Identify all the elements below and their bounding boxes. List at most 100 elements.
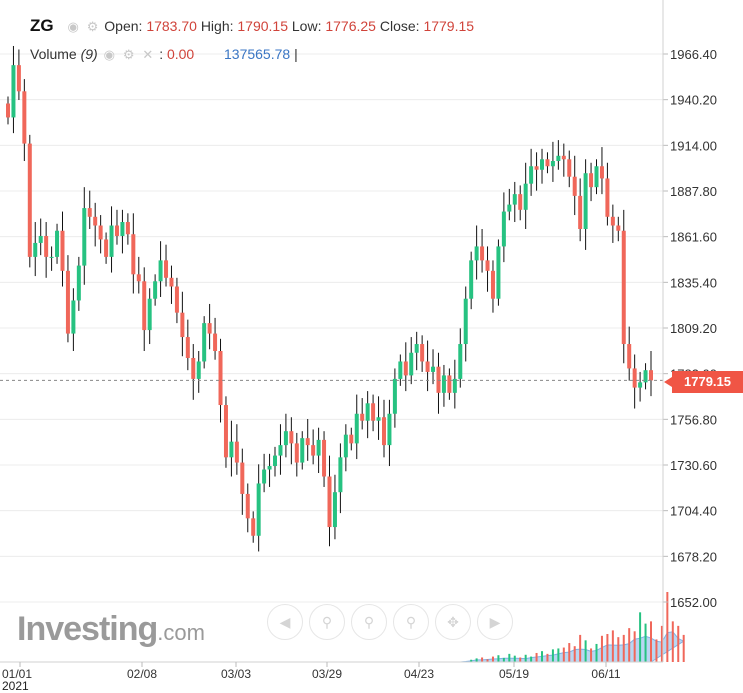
- candle-body-down: [327, 476, 332, 528]
- high-value: 1790.15: [237, 18, 288, 34]
- candle-body-down: [213, 333, 218, 352]
- auto-scale-icon[interactable]: ✥: [435, 604, 471, 640]
- candle-body-down: [207, 323, 212, 334]
- candle-body-down: [60, 230, 65, 271]
- volume-bar: [584, 640, 587, 662]
- zoom-in-icon[interactable]: ⚲: [309, 604, 345, 640]
- close-icon[interactable]: ✕: [142, 47, 154, 62]
- candle-body-up: [387, 413, 392, 446]
- candle-body-down: [174, 286, 179, 313]
- y-tick-label: 1704.40: [670, 504, 717, 519]
- candle-body-up: [76, 265, 81, 301]
- candle-body-up: [55, 230, 60, 257]
- scroll-right-icon[interactable]: ▶: [477, 604, 513, 640]
- year-label: 2021: [2, 679, 29, 693]
- candle-body-down: [16, 65, 21, 92]
- candle-body-down: [44, 235, 49, 257]
- volume-bar: [502, 657, 505, 662]
- candle-body-up: [496, 246, 501, 299]
- candle-body-down: [425, 361, 430, 372]
- volume-bar: [666, 592, 669, 662]
- candle-body-down: [545, 159, 550, 167]
- volume-bar: [644, 623, 647, 662]
- volume-bar: [682, 634, 685, 662]
- volume-bar: [568, 643, 571, 662]
- text-cursor: |: [294, 46, 298, 62]
- gear-icon[interactable]: ⚙: [86, 19, 99, 34]
- candle-body-down: [485, 260, 490, 271]
- candle-body-down: [616, 225, 621, 231]
- y-tick-label: 1887.80: [670, 184, 717, 199]
- last-price-tag: 1779.15: [664, 371, 743, 393]
- candle-body-down: [305, 438, 310, 446]
- volume-bar: [470, 659, 473, 662]
- candle-body-up: [583, 173, 588, 229]
- candle-body-down: [131, 234, 136, 275]
- candle-body-down: [251, 518, 256, 536]
- candle-body-up: [458, 344, 463, 379]
- volume-bar: [491, 656, 494, 662]
- candle-body-up: [392, 378, 397, 414]
- investing-logo: Investing.com: [17, 610, 205, 649]
- candle-body-up: [202, 323, 207, 362]
- candle-body-up: [594, 166, 599, 188]
- volume-bar: [628, 628, 631, 662]
- time-axis[interactable]: 01/01 02/08 03/03 03/29 04/23 05/19 06/11: [0, 661, 663, 681]
- volume-bar: [546, 653, 549, 662]
- candle-body-down: [621, 230, 626, 345]
- candle-body-down: [360, 413, 365, 421]
- candle-body-down: [589, 173, 594, 188]
- volume-bar: [541, 651, 544, 662]
- candle-body-down: [381, 417, 386, 446]
- volume-bar: [524, 654, 527, 662]
- candle-body-down: [447, 375, 452, 393]
- price-axis[interactable]: 1966.40 1940.20 1914.00 1887.80 1861.60 1835.…: [662, 0, 717, 662]
- candle-body-down: [420, 344, 425, 362]
- y-tick-label: 1678.20: [670, 549, 717, 564]
- volume-bar: [622, 634, 625, 662]
- volume-bar: [519, 657, 522, 662]
- volume-bar: [650, 621, 652, 662]
- candle-body-up: [147, 298, 152, 331]
- candle-body-up: [474, 246, 479, 261]
- volume-bar: [508, 653, 511, 662]
- scroll-left-icon[interactable]: ◀: [267, 604, 303, 640]
- volume-bar: [600, 635, 603, 662]
- candle-body-up: [278, 445, 283, 456]
- candle-body-up: [300, 438, 305, 463]
- zoom-toolbar: ◀ ⚲ ⚲ ⚲ ✥ ▶: [267, 604, 519, 640]
- eye-icon[interactable]: ◉: [103, 47, 115, 62]
- price-legend: ZG ◉ ⚙ Open: 1783.70 High: 1790.15 Low: …: [30, 16, 474, 36]
- open-value: 1783.70: [146, 18, 197, 34]
- zoom-out-icon[interactable]: ⚲: [351, 604, 387, 640]
- volume-ma-value: 137565.78: [224, 46, 291, 62]
- candle-body-up: [441, 375, 446, 393]
- candle-body-down: [218, 351, 223, 406]
- candle-body-down: [578, 195, 583, 229]
- y-tick-label: 1966.40: [670, 47, 717, 62]
- logo-text: Investing: [17, 610, 158, 648]
- volume-bar: [677, 625, 680, 662]
- volume-bar: [562, 647, 565, 662]
- gear-icon[interactable]: ⚙: [122, 47, 135, 62]
- x-tick-label: 03/03: [221, 667, 251, 681]
- candle-body-down: [311, 445, 316, 456]
- volume-legend: Volume (9) ◉ ⚙ ✕ : 0.00 137565.78 |: [30, 46, 298, 62]
- candle-body-up: [529, 166, 534, 184]
- eye-icon[interactable]: ◉: [67, 19, 79, 34]
- candle-body-down: [93, 216, 98, 226]
- candle-body-down: [65, 270, 70, 334]
- candle-body-down: [572, 176, 577, 196]
- open-label: Open:: [104, 18, 143, 34]
- candle-body-up: [267, 466, 272, 470]
- zoom-reset-icon[interactable]: ⚲: [393, 604, 429, 640]
- volume-bar: [530, 656, 533, 662]
- volume-bar: [595, 643, 598, 662]
- volume-bar: [475, 658, 478, 662]
- low-label: Low:: [291, 18, 322, 34]
- symbol-label[interactable]: ZG: [30, 16, 54, 35]
- candle-body-down: [180, 312, 185, 338]
- candle-body-down: [87, 208, 92, 217]
- candle-body-down: [164, 260, 169, 278]
